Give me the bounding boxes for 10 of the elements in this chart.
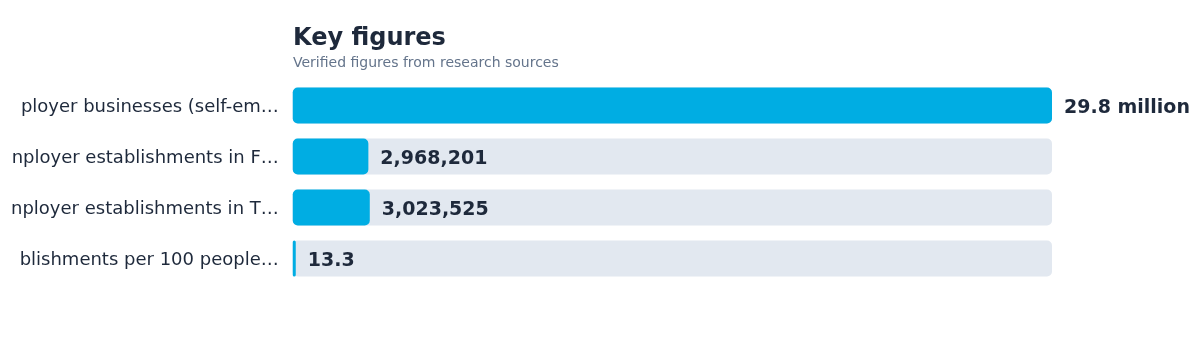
y-tick-label: ployer businesses (self-em… <box>20 95 279 116</box>
y-tick-label: nployer establishments in F… <box>11 146 279 167</box>
chart-subtitle: Verified figures from research sources <box>293 54 559 70</box>
data-label: 2,968,201 <box>380 145 488 168</box>
chart-title: Key figures <box>293 23 446 51</box>
data-label: 13.3 <box>307 247 355 270</box>
y-tick-label: nployer establishments in T… <box>11 197 279 218</box>
data-label: 29.8 million <box>1064 94 1190 117</box>
data-label: 3,023,525 <box>381 196 489 219</box>
y-tick-label: blishments per 100 people… <box>19 248 279 269</box>
